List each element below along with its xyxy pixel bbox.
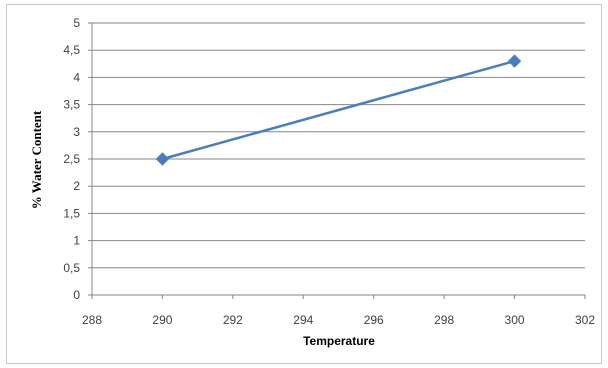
- x-tick-label: 296: [364, 313, 384, 327]
- y-tick-label: 1: [73, 234, 80, 248]
- y-tick-label: 4,5: [63, 43, 80, 57]
- gridlines: [92, 22, 585, 269]
- data-point-marker: [507, 54, 522, 68]
- x-axis-label: Temperature: [303, 334, 375, 348]
- data-point-marker: [155, 152, 170, 166]
- y-tick-label: 5: [73, 16, 80, 30]
- series-line: [162, 59, 515, 161]
- x-tick-label: 300: [505, 313, 525, 327]
- data-series: [155, 54, 522, 166]
- y-tick-label: 3,5: [63, 98, 80, 112]
- y-tick-labels: 0 0,5 1 1,5 2 2,5 3 3,5 4 4,5 5: [63, 16, 80, 302]
- x-tick-labels: 288 290 292 294 296 298 300 302: [82, 313, 595, 327]
- y-tick-label: 3: [73, 125, 80, 139]
- axes: [88, 22, 586, 299]
- x-tick-label: 298: [434, 313, 454, 327]
- y-tick-label: 0,5: [63, 261, 80, 275]
- x-tick-label: 290: [152, 313, 172, 327]
- y-tick-label: 4: [73, 70, 80, 84]
- y-tick-label: 2: [73, 179, 80, 193]
- y-tick-label: 2,5: [63, 152, 80, 166]
- y-tick-label: 0: [73, 288, 80, 302]
- y-tick-label: 1,5: [63, 206, 80, 220]
- x-tick-label: 302: [575, 313, 595, 327]
- x-tick-label: 288: [82, 313, 102, 327]
- x-tick-label: 294: [293, 313, 313, 327]
- y-axis-label: % Water Content: [29, 110, 44, 209]
- x-tick-label: 292: [223, 313, 243, 327]
